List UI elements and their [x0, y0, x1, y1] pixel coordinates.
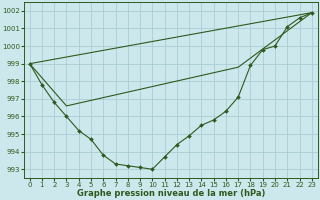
X-axis label: Graphe pression niveau de la mer (hPa): Graphe pression niveau de la mer (hPa) — [76, 189, 265, 198]
